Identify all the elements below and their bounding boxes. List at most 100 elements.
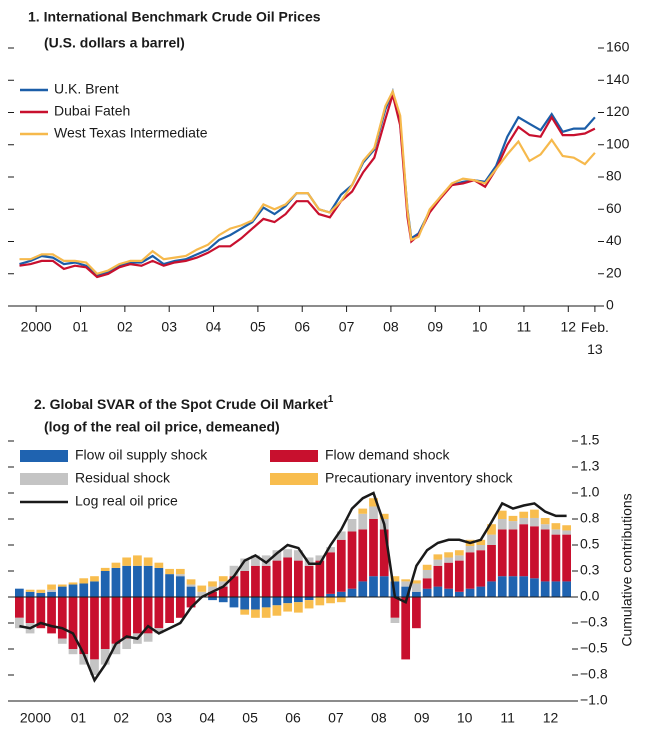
bar-segment: [36, 592, 46, 597]
legend-swatch: [270, 450, 318, 462]
bar-segment: [90, 581, 99, 597]
x-tick-label: 03: [161, 319, 177, 335]
bar-segment: [143, 597, 153, 634]
bar-segment: [412, 583, 421, 592]
bar-segment: [379, 529, 389, 577]
bar-segment: [444, 557, 453, 563]
bar-segment: [229, 565, 239, 577]
bar-segment: [229, 597, 239, 608]
bar-segment: [79, 578, 89, 584]
bar-segment: [154, 628, 164, 634]
bar-segment: [283, 549, 292, 558]
bar-segment: [433, 586, 443, 597]
bar-segment: [304, 600, 314, 609]
bar-segment: [454, 560, 464, 592]
bar-segment: [294, 560, 303, 597]
bar-segment: [497, 529, 507, 577]
legend-label: Flow oil supply shock: [75, 447, 208, 463]
bar-segment: [562, 534, 571, 582]
line-series: [19, 90, 596, 279]
bar-segment: [326, 597, 335, 604]
bar-segment: [186, 597, 196, 608]
x-tick-label: 01: [73, 319, 89, 335]
bar-segment: [465, 546, 475, 553]
bar-segment: [336, 597, 346, 603]
y-tick-label: −0.5: [580, 640, 608, 656]
bar-segment: [240, 597, 250, 610]
bar-segment: [487, 545, 496, 582]
bar-segment: [358, 529, 368, 582]
bar-segment: [68, 582, 78, 585]
bar-segment: [551, 534, 561, 582]
x-tick-label: 06: [285, 710, 301, 726]
bar-segment: [143, 633, 153, 642]
bar-segment: [68, 584, 78, 597]
bar-segment: [100, 567, 110, 571]
bar-segment: [208, 591, 217, 597]
bar-segment: [530, 509, 539, 518]
bar-segment: [326, 552, 335, 594]
bar-segment: [90, 576, 99, 582]
bar-segment: [122, 565, 132, 597]
bar-segment: [315, 560, 325, 597]
bar-segment: [186, 579, 196, 585]
bar-segment: [444, 588, 453, 597]
y-tick-label: 100: [606, 135, 630, 151]
legend-label: West Texas Intermediate: [54, 125, 208, 141]
line-series: [19, 87, 596, 277]
bar-segment: [530, 526, 539, 579]
bar-segment: [251, 555, 260, 566]
bar-segment: [133, 555, 142, 566]
bar-segment: [283, 597, 292, 604]
x-tick-label: 03: [156, 710, 172, 726]
bar-segment: [154, 562, 164, 568]
bar-segment: [218, 597, 228, 603]
x-tick-label: Feb. 13: [581, 319, 609, 357]
bar-segment: [508, 576, 518, 597]
y-tick-label: −1.0: [580, 692, 608, 708]
bar-segment: [68, 649, 78, 655]
bar-segment: [15, 597, 24, 618]
bar-segment: [476, 545, 486, 551]
bar-segment: [36, 597, 46, 629]
bar-segment: [497, 510, 507, 519]
bar-segment: [326, 593, 335, 597]
bar-segment: [47, 597, 56, 634]
bar-segment: [519, 524, 529, 577]
bar-segment: [100, 597, 110, 649]
legend-swatch: [20, 450, 68, 462]
bar-segment: [186, 584, 196, 587]
x-tick-label: 07: [328, 710, 344, 726]
x-tick-label: 05: [250, 319, 266, 335]
bar-segment: [476, 586, 486, 597]
bar-segment: [540, 581, 550, 597]
x-tick-label: 02: [114, 710, 130, 726]
bar-segment: [530, 517, 539, 527]
bar-segment: [165, 568, 174, 575]
bar-segment: [401, 579, 411, 582]
bar-segment: [175, 574, 185, 577]
bar-segment: [422, 564, 432, 570]
y-tick-label: −0.8: [580, 666, 608, 682]
bar-segment: [540, 524, 550, 530]
bar-segment: [336, 531, 346, 540]
bar-segment: [186, 586, 196, 597]
bar-segment: [229, 576, 239, 597]
bar-segment: [143, 565, 153, 597]
bar-segment: [519, 511, 529, 518]
bar-segment: [433, 565, 443, 587]
bar-segment: [454, 591, 464, 597]
y-tick-label: 20: [606, 264, 622, 280]
bar-segment: [25, 597, 35, 623]
bar-segment: [508, 521, 518, 530]
x-tick-label: 2000: [21, 319, 52, 335]
bar-segment: [57, 638, 67, 644]
bar-segment: [100, 571, 110, 597]
x-tick-label: 08: [371, 710, 387, 726]
bar-segment: [240, 609, 250, 615]
bar-segment: [175, 597, 185, 618]
x-tick-label: 09: [414, 710, 430, 726]
bar-segment: [347, 519, 357, 532]
bar-segment: [347, 588, 357, 597]
y-tick-label: 120: [606, 103, 630, 119]
